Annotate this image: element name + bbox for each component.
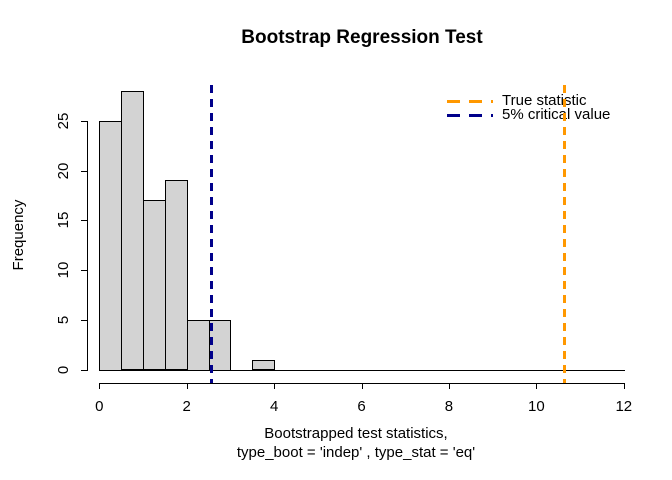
- x-axis-tick: [361, 383, 363, 389]
- y-axis-tick-label: 0: [55, 365, 72, 374]
- y-axis-tick: [81, 369, 87, 371]
- y-axis-tick-label: 25: [55, 112, 72, 130]
- x-axis-title-line2: type_boot = 'indep' , type_stat = 'eq': [236, 444, 476, 461]
- x-axis-tick-label: 12: [615, 398, 633, 415]
- x-axis-tick-label: 0: [95, 398, 104, 415]
- x-axis-tick-label: 4: [269, 398, 279, 415]
- legend-item-label: 5% critical value: [502, 106, 611, 123]
- x-axis-title-line1: Bootstrapped test statistics,: [264, 425, 448, 442]
- chart-title: Bootstrap Regression Test: [241, 27, 483, 48]
- y-axis-tick: [81, 170, 87, 172]
- histogram-bar: [121, 90, 144, 371]
- y-axis-tick: [81, 319, 87, 321]
- x-axis-tick-label: 2: [182, 398, 191, 415]
- x-axis-tick-label: 6: [357, 398, 366, 415]
- x-axis-tick-label: 8: [444, 398, 454, 415]
- histogram-bar: [208, 319, 232, 371]
- y-axis-tick: [81, 220, 87, 222]
- vline-critical-value-5pct: [210, 85, 214, 383]
- x-axis-tick: [99, 383, 101, 389]
- y-axis-tick-label: 10: [55, 261, 72, 279]
- x-axis-title: Bootstrapped test statistics, type_boot …: [87, 424, 625, 462]
- histogram-bar: [99, 120, 123, 371]
- x-axis-tick: [186, 383, 188, 389]
- y-axis-title: Frequency: [10, 199, 27, 271]
- x-axis-tick: [536, 383, 538, 389]
- legend: True statistic 5% critical value: [447, 93, 611, 123]
- legend-item: 5% critical value: [447, 106, 611, 123]
- x-axis-tick-label: 10: [528, 398, 545, 415]
- histogram-bar: [252, 359, 276, 371]
- y-axis-tick: [81, 120, 87, 122]
- x-axis-tick: [448, 383, 450, 389]
- y-axis-line: [87, 120, 88, 371]
- histogram-baseline: [99, 369, 625, 371]
- y-axis-tick: [81, 270, 87, 271]
- x-axis-tick: [274, 383, 276, 389]
- y-axis-tick-label: 5: [55, 315, 72, 324]
- x-axis-tick: [623, 383, 625, 389]
- vline-true-statistic: [562, 85, 566, 383]
- histogram-bar: [143, 200, 166, 371]
- legend-line-sample: [447, 113, 493, 117]
- legend-line-sample: [447, 99, 493, 103]
- y-axis-tick-label: 20: [55, 162, 72, 179]
- y-axis-tick-label: 15: [55, 211, 72, 229]
- histogram-bar: [186, 319, 210, 371]
- histogram-bar: [164, 180, 188, 371]
